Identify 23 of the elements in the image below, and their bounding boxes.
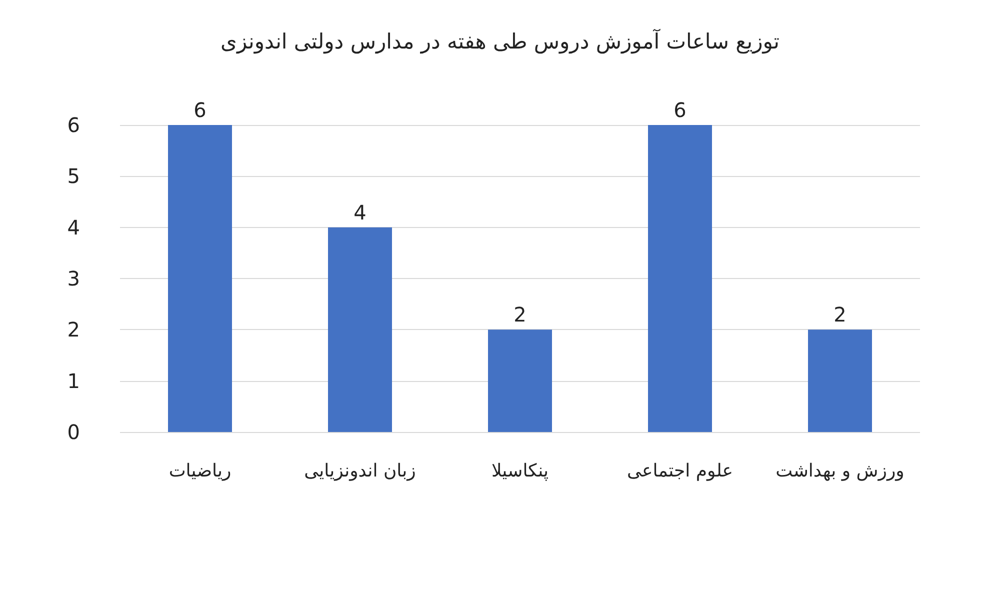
x-tick-label: علوم اجتماعی <box>626 460 734 482</box>
x-tick-label: ورزش و بهداشت <box>776 460 904 482</box>
data-label: 2 <box>834 302 846 327</box>
x-tick-label: ریاضیات <box>168 460 232 482</box>
data-label: 6 <box>194 98 206 122</box>
y-tick-label: 3 <box>67 266 80 290</box>
bar <box>168 125 232 432</box>
bar <box>328 227 392 432</box>
y-tick-label: 5 <box>67 164 80 188</box>
y-tick-label: 6 <box>67 113 80 137</box>
data-label: 2 <box>514 302 526 327</box>
chart-title: توزیع ساعات آموزش دروس طی هفته در مدارس دولتی اندونزی <box>220 28 780 54</box>
y-tick-label: 0 <box>67 420 80 444</box>
data-label: 4 <box>354 200 366 224</box>
y-tick-label: 1 <box>67 368 80 393</box>
bar <box>808 330 872 432</box>
x-tick-label: پنکاسیلا <box>491 460 549 482</box>
bar <box>488 330 552 432</box>
data-label: 6 <box>674 98 686 122</box>
y-tick-label: 4 <box>67 215 80 240</box>
y-tick-label: 2 <box>67 318 80 342</box>
bar <box>648 125 712 432</box>
x-tick-label: زبان اندونزیایی <box>304 460 416 482</box>
